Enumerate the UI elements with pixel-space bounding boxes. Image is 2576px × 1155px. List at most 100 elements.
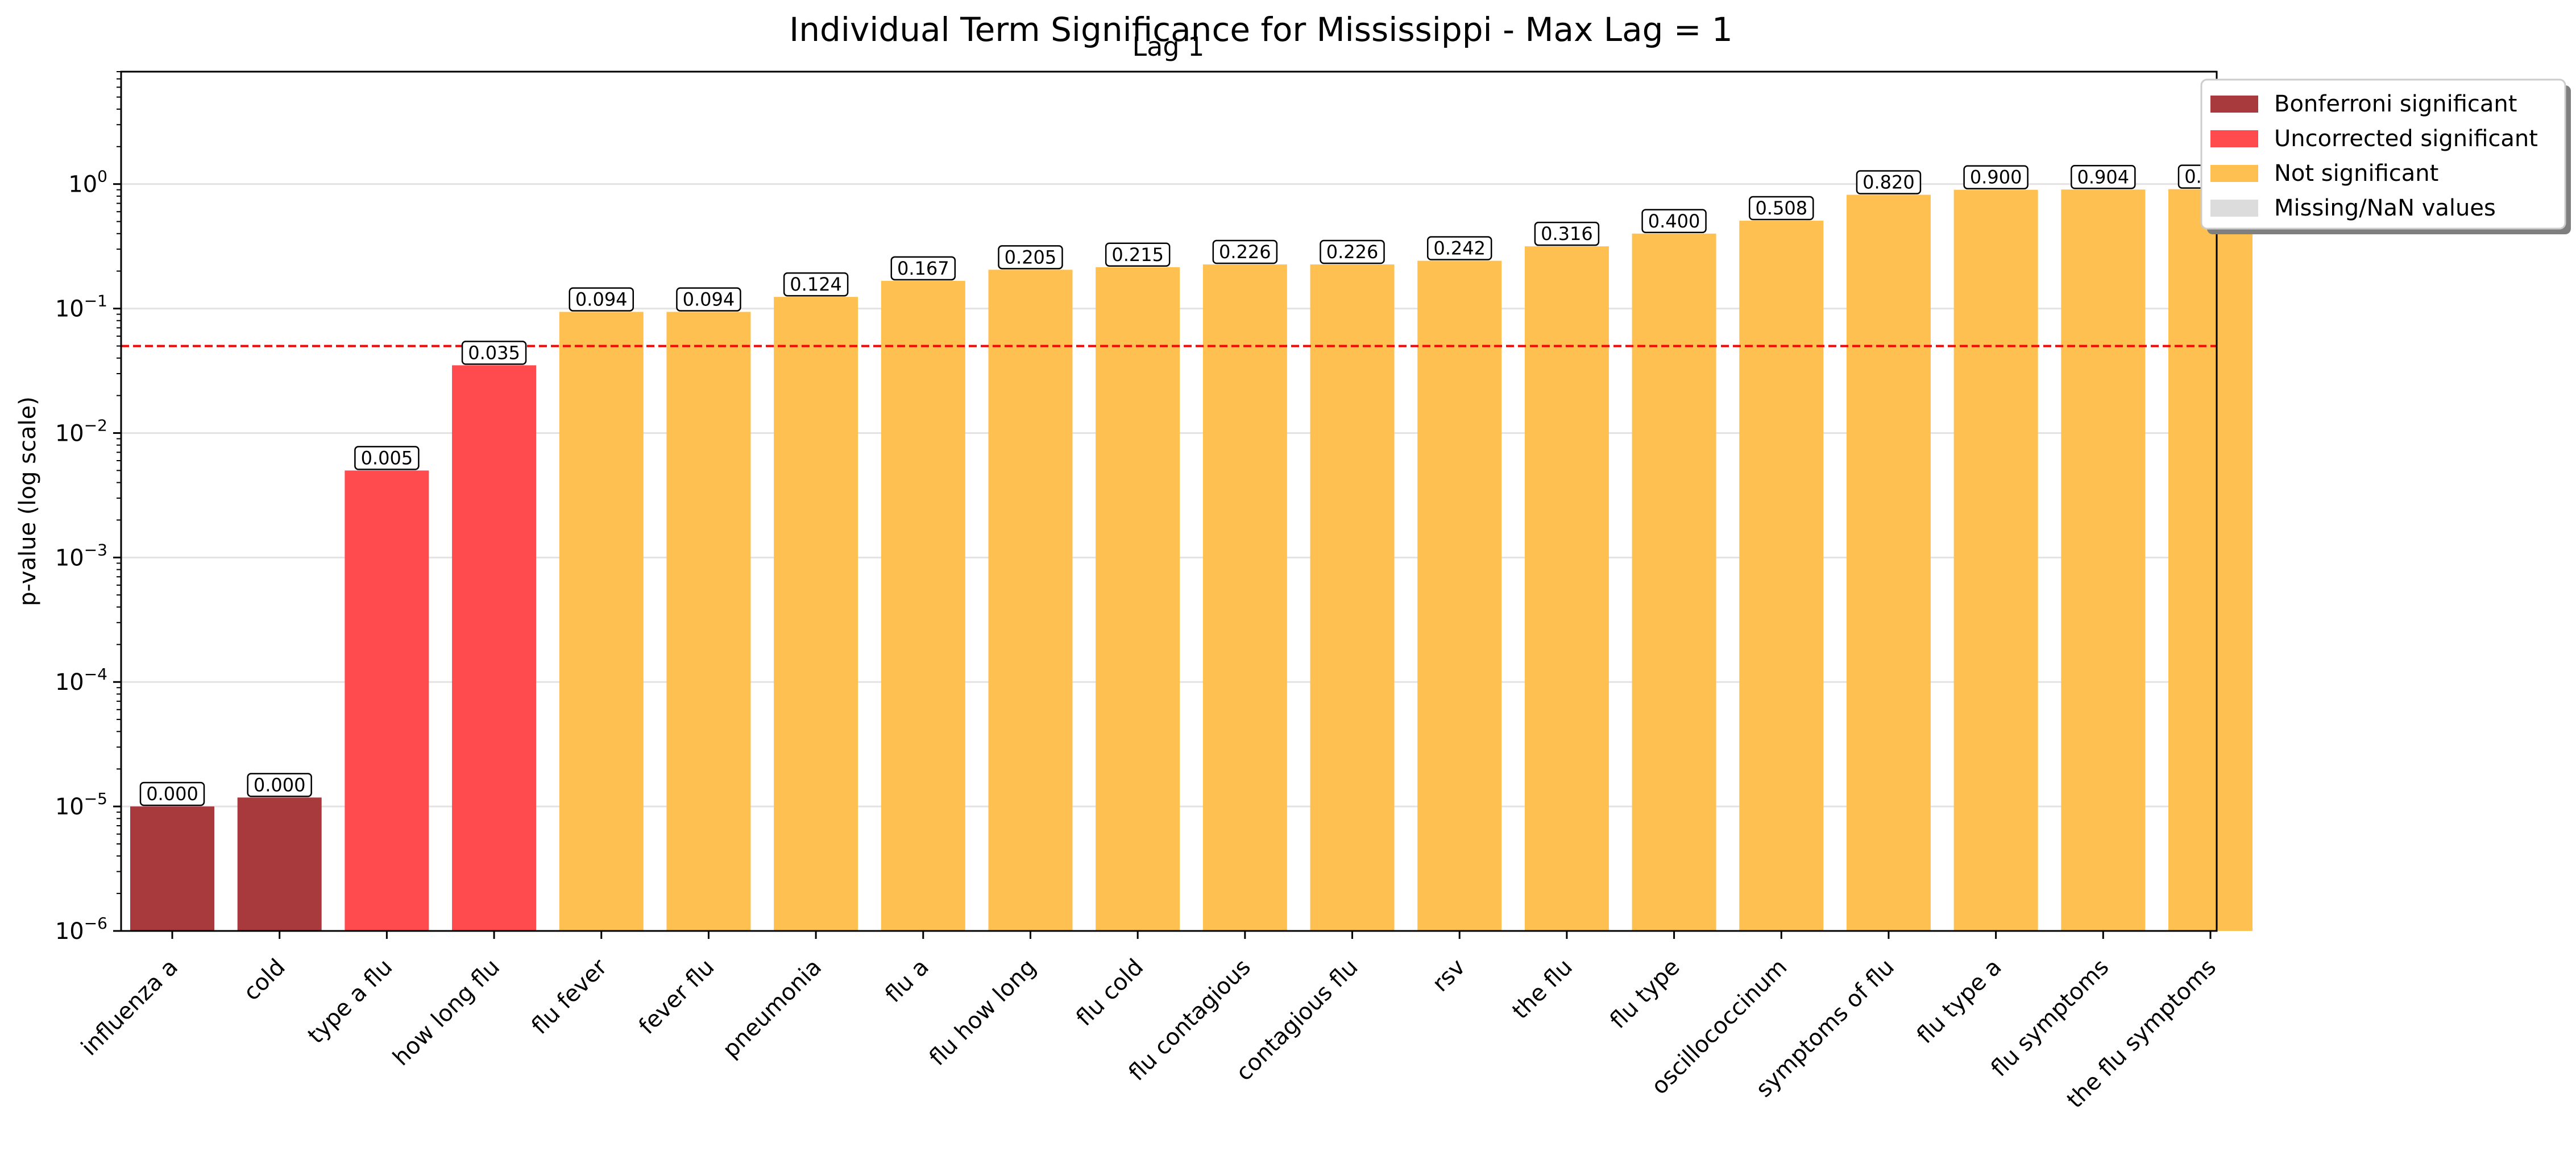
y-axis-title: p-value (log scale) bbox=[15, 396, 41, 606]
bar-value-label-text: 0.035 bbox=[468, 342, 520, 363]
bar bbox=[1524, 246, 1609, 932]
bar-value-label: 0.900 bbox=[1963, 165, 2029, 189]
y-tick-label: 10−6 bbox=[55, 914, 107, 945]
y-tick-exponent: −3 bbox=[84, 540, 107, 559]
bar-value-label-text: 0.226 bbox=[1326, 241, 1379, 263]
bar-value-label-text: 0.000 bbox=[146, 783, 198, 805]
y-tick-exponent: −6 bbox=[84, 914, 107, 933]
chart-title: Individual Term Significance for Mississ… bbox=[789, 10, 1733, 49]
bar bbox=[1096, 267, 1180, 932]
bar-value-label: 0.508 bbox=[1749, 196, 1814, 221]
bar-value-label: 0.400 bbox=[1641, 209, 1707, 234]
bar bbox=[1739, 221, 1824, 931]
bar-value-label-box bbox=[1212, 239, 1278, 264]
bar-value-label-box bbox=[1856, 170, 1922, 194]
bar-value-label-text: 0.215 bbox=[1111, 244, 1164, 266]
bar bbox=[130, 806, 214, 931]
bars bbox=[130, 189, 2253, 932]
bar-value-label-box bbox=[1426, 236, 1492, 260]
y-tick-label: 10−3 bbox=[55, 540, 107, 571]
bar-value-label-text: 0.205 bbox=[1005, 246, 1057, 268]
y-tick-mantissa: 10 bbox=[55, 669, 84, 696]
bar-value-labels: 0.000 0.000 0.005 0.035 0.094 0.094 0.124 0.167… bbox=[139, 164, 2243, 806]
bar-value-label-box bbox=[2071, 165, 2136, 189]
plot-area-frame bbox=[120, 71, 2218, 932]
bar-value-label: 0.205 bbox=[998, 245, 1063, 270]
legend: Bonferroni significant Uncorrected signif… bbox=[2200, 78, 2571, 234]
y-tick-exponent: −4 bbox=[84, 665, 107, 684]
bar-value-label: 0.904 bbox=[2071, 165, 2136, 189]
bar-value-label-text: 0.094 bbox=[683, 288, 735, 310]
bar bbox=[1202, 264, 1287, 931]
bar-value-label-box bbox=[1963, 165, 2029, 189]
bar-value-label-text: 0.820 bbox=[1862, 172, 1915, 193]
bar-value-label-text: 0.094 bbox=[575, 288, 628, 310]
y-tick-label: 10−2 bbox=[55, 416, 107, 446]
bar-value-label: 0.316 bbox=[1534, 221, 1600, 246]
bar bbox=[2061, 189, 2146, 931]
legend-label: Uncorrected significant bbox=[2274, 126, 2538, 152]
legend-label: Missing/NaN values bbox=[2274, 195, 2496, 221]
y-tick-mantissa: 10 bbox=[68, 172, 97, 198]
bar-value-label: 0.242 bbox=[1426, 236, 1492, 260]
y-tick-label: 100 bbox=[68, 167, 107, 198]
bar bbox=[1953, 189, 2038, 932]
bar-value-label-box bbox=[1749, 196, 1814, 221]
bar bbox=[666, 312, 751, 931]
y-tick-mantissa: 10 bbox=[55, 545, 84, 571]
legend-swatch bbox=[2210, 96, 2258, 113]
y-tick-label: 10−5 bbox=[55, 789, 107, 820]
bar bbox=[774, 297, 858, 931]
bar bbox=[1417, 260, 1502, 932]
bar-value-label-text: 0.316 bbox=[1541, 223, 1593, 245]
y-tick-mantissa: 10 bbox=[55, 420, 84, 446]
bar bbox=[1632, 233, 1716, 931]
bar-value-label-text: 0.400 bbox=[1648, 210, 1700, 232]
bar bbox=[237, 797, 322, 931]
bar-value-label-text: 0.005 bbox=[361, 447, 413, 469]
bar-value-label-box bbox=[676, 287, 741, 312]
bar-value-label-box bbox=[247, 773, 312, 797]
chart-subtitle: Lag 1 bbox=[1133, 31, 1205, 62]
bar-value-label-box bbox=[461, 341, 527, 365]
bar bbox=[881, 280, 965, 931]
bar-value-label-text: 0.904 bbox=[2077, 166, 2130, 188]
bar bbox=[2168, 189, 2253, 932]
bar-value-label-box bbox=[998, 245, 1063, 270]
legend-label: Not significant bbox=[2274, 160, 2438, 187]
bar-value-label: 0.000 bbox=[247, 773, 312, 797]
bar-value-label: 0.000 bbox=[139, 781, 205, 806]
y-tick-exponent: −2 bbox=[84, 416, 107, 434]
y-tick-exponent: 0 bbox=[97, 167, 107, 186]
bar bbox=[1310, 264, 1395, 931]
bar-value-label: 0.124 bbox=[783, 272, 849, 297]
legend-label: Bonferroni significant bbox=[2274, 91, 2517, 117]
y-tick-mantissa: 10 bbox=[55, 296, 84, 322]
y-tick-exponent: −5 bbox=[84, 789, 107, 808]
legend-swatch bbox=[2210, 165, 2258, 182]
bar-value-label-box bbox=[1105, 242, 1171, 267]
bar-value-label: 0.005 bbox=[354, 446, 420, 470]
bar-value-label: 0.226 bbox=[1212, 239, 1278, 264]
bar bbox=[1846, 194, 1931, 931]
bar bbox=[988, 270, 1073, 932]
bar-value-label-text: 0.508 bbox=[1755, 197, 1807, 219]
y-tick-mantissa: 10 bbox=[55, 918, 84, 945]
bar-value-label-box bbox=[890, 256, 956, 281]
y-tick-label: 10−4 bbox=[55, 665, 107, 696]
bar-value-label: 0.035 bbox=[461, 341, 527, 365]
bar bbox=[559, 312, 644, 931]
bar-value-label-box bbox=[1534, 221, 1600, 246]
bar-value-label-text: 0.124 bbox=[790, 274, 842, 295]
bar bbox=[345, 470, 429, 931]
bar-value-label-box bbox=[1641, 209, 1707, 234]
legend-swatch bbox=[2210, 200, 2258, 217]
y-tick-mantissa: 10 bbox=[55, 794, 84, 820]
bar bbox=[452, 365, 537, 931]
bar-value-label: 0.820 bbox=[1856, 170, 1922, 194]
bar-value-label-text: 0.900 bbox=[1970, 167, 2022, 188]
bar-value-label: 0.226 bbox=[1320, 239, 1385, 264]
